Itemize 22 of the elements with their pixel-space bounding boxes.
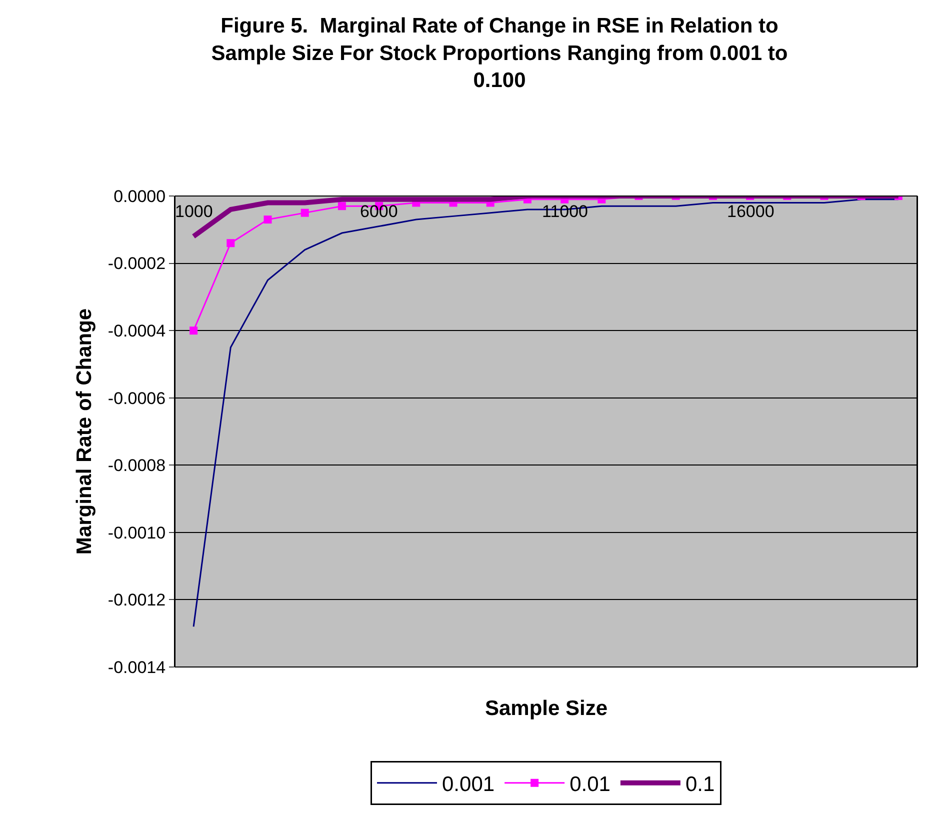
x-tick-label: 1000 — [175, 202, 213, 221]
legend-label: 0.001 — [442, 773, 495, 796]
chart-title: Figure 5. Marginal Rate of Change in RSE in Relation to Sample Size For Stock Proportions Ranging from 0.001 to 0.100 — [211, 14, 788, 92]
point — [226, 239, 235, 248]
y-tick-label: -0.0006 — [108, 388, 166, 408]
x-axis-title: Sample Size — [485, 697, 608, 720]
y-tick-label: -0.0002 — [108, 254, 166, 274]
y-tick-label: -0.0014 — [108, 658, 166, 677]
point — [264, 216, 272, 224]
legend-label: 0.1 — [685, 773, 715, 796]
legend-label: 0.01 — [570, 773, 610, 796]
y-tick-label: -0.0010 — [108, 523, 166, 542]
y-tick-label: -0.0008 — [108, 456, 166, 476]
point — [190, 326, 198, 335]
y-axis-title: Marginal Rate of Change — [73, 308, 96, 555]
y-tick-label: -0.0004 — [108, 322, 166, 341]
x-tick-label: 6000 — [360, 202, 398, 221]
point — [300, 208, 309, 217]
x-tick-label: 16000 — [727, 202, 774, 221]
y-tick-label: -0.0012 — [108, 590, 166, 610]
y-tick-label: 0.0000 — [114, 186, 166, 206]
point — [338, 202, 346, 210]
